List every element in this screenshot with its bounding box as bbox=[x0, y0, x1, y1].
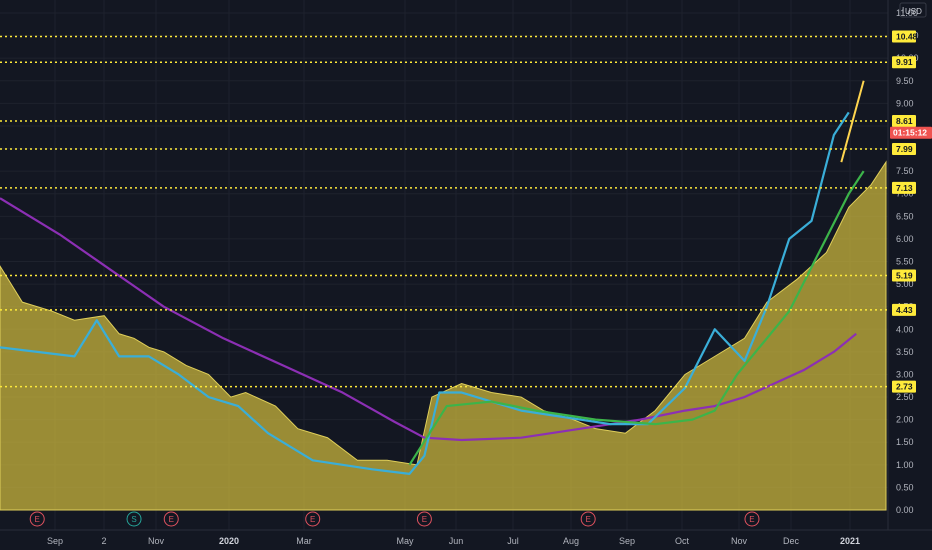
y-tick-label: 11.00 bbox=[896, 8, 918, 18]
event-marker bbox=[580, 511, 596, 527]
event-marker-label: E bbox=[422, 515, 427, 524]
x-tick-label: 2021 bbox=[840, 536, 860, 546]
countdown-tag bbox=[890, 126, 932, 139]
event-marker-label: E bbox=[310, 515, 315, 524]
level-tag bbox=[892, 114, 916, 127]
x-tick-label: Nov bbox=[731, 536, 748, 546]
level-value: 4.43 bbox=[896, 305, 913, 315]
level-value: 7.99 bbox=[896, 144, 913, 154]
level-value: 7.13 bbox=[896, 183, 913, 193]
event-marker-label: E bbox=[749, 515, 754, 524]
y-tick-label: 1.00 bbox=[896, 460, 914, 470]
line-series-3 bbox=[408, 170, 865, 466]
level-tag bbox=[892, 380, 916, 393]
event-marker bbox=[29, 511, 45, 527]
y-tick-label: 5.00 bbox=[896, 279, 914, 289]
x-tick-label: 2020 bbox=[219, 536, 239, 546]
event-marker bbox=[305, 511, 321, 527]
x-tick-label: Oct bbox=[675, 536, 690, 546]
y-tick-label: 6.50 bbox=[896, 211, 914, 221]
x-tick-label: Mar bbox=[296, 536, 312, 546]
event-marker-label: S bbox=[131, 515, 136, 524]
line-series-1 bbox=[0, 197, 857, 442]
level-tag bbox=[892, 303, 916, 316]
y-tick-label: 3.00 bbox=[896, 369, 914, 379]
level-value: 9.91 bbox=[896, 57, 913, 67]
horizontal-levels bbox=[0, 35, 888, 388]
level-value: 10.48 bbox=[896, 31, 918, 41]
y-tick-label: 0.00 bbox=[896, 505, 914, 515]
level-tag bbox=[892, 142, 916, 155]
x-tick-label: Sep bbox=[47, 536, 63, 546]
event-marker bbox=[744, 511, 760, 527]
header-controls: I USD bbox=[899, 2, 927, 18]
x-tick-label: Dec bbox=[783, 536, 800, 546]
event-marker bbox=[126, 511, 142, 527]
level-value: 8.61 bbox=[896, 116, 913, 126]
y-tick-label: 1.50 bbox=[896, 437, 914, 447]
level-tag bbox=[892, 30, 916, 43]
level-labels: 10.48 9.91 8.61 7.99 7.13 5.19 4.43 2.73 01:15:1… bbox=[890, 30, 932, 393]
y-tick-label: 2.50 bbox=[896, 392, 914, 402]
x-tick-label: Aug bbox=[563, 536, 579, 546]
y-tick-label: 0.50 bbox=[896, 482, 914, 492]
event-marker-label: E bbox=[35, 515, 40, 524]
x-tick-label: 2 bbox=[101, 536, 106, 546]
y-tick-label: 9.00 bbox=[896, 98, 914, 108]
y-tick-label: 2.00 bbox=[896, 415, 914, 425]
y-tick-label: 5.50 bbox=[896, 257, 914, 267]
level-tag bbox=[892, 181, 916, 194]
time-axis[interactable]: Sep 2 Nov 2020 Mar May Jun Jul Aug Sep Oct Nov Dec 20… bbox=[47, 536, 860, 546]
level-value: 2.73 bbox=[896, 382, 913, 392]
scale-mode-label[interactable]: I bbox=[902, 6, 904, 15]
x-tick-label: May bbox=[396, 536, 414, 546]
level-value: 5.19 bbox=[896, 271, 913, 281]
y-tick-label: 3.50 bbox=[896, 347, 914, 357]
level-tag bbox=[892, 56, 916, 69]
x-tick-label: Jun bbox=[449, 536, 464, 546]
countdown-value: 01:15:12 bbox=[893, 128, 927, 138]
x-tick-label: Jul bbox=[507, 536, 519, 546]
x-tick-label: Sep bbox=[619, 536, 635, 546]
currency-label: USD bbox=[905, 7, 922, 16]
y-tick-label: 9.50 bbox=[896, 76, 914, 86]
event-marker-label: E bbox=[586, 515, 591, 524]
event-marker-label: E bbox=[169, 515, 174, 524]
event-marker bbox=[416, 511, 432, 527]
y-tick-label: 6.00 bbox=[896, 234, 914, 244]
y-tick-label: 4.00 bbox=[896, 324, 914, 334]
currency-box[interactable] bbox=[899, 2, 927, 18]
x-tick-label: Nov bbox=[148, 536, 165, 546]
level-tag bbox=[892, 269, 916, 282]
y-tick-label: 7.50 bbox=[896, 166, 914, 176]
event-marker bbox=[163, 511, 179, 527]
line-series-2 bbox=[0, 111, 850, 475]
